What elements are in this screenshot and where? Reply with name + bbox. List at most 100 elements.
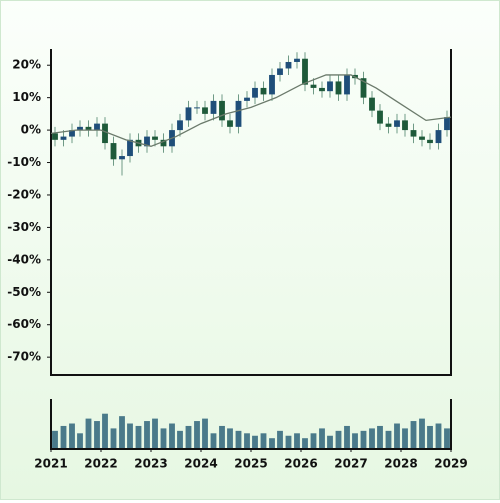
candle-body — [85, 126, 92, 131]
volume-bar — [302, 438, 308, 448]
volume-bar — [285, 435, 292, 448]
candle-body — [52, 133, 58, 140]
candle-body — [235, 100, 242, 127]
volume-bar — [202, 418, 208, 448]
volume-bar — [77, 433, 83, 448]
volume-bar — [319, 428, 325, 448]
candle-body — [294, 58, 300, 62]
y-tick-label: -60% — [7, 317, 41, 331]
y-tick-label: 20% — [12, 58, 41, 72]
candle-body — [377, 110, 383, 124]
candle-body — [327, 81, 333, 92]
volume-bar — [135, 425, 142, 448]
volume-bar — [227, 428, 233, 448]
x-tick-label: 2023 — [134, 457, 167, 471]
volume-bar — [210, 433, 217, 448]
y-tick-label: -40% — [7, 252, 41, 266]
y-tick-label: -50% — [7, 285, 41, 299]
candle-body — [360, 78, 367, 98]
y-tick-label: -70% — [7, 350, 41, 364]
candle-body — [210, 100, 217, 114]
candle-body — [194, 107, 200, 109]
candle-body — [94, 123, 100, 131]
volume-bar — [127, 423, 133, 448]
volume-bar — [360, 430, 367, 448]
candle-body — [402, 120, 408, 131]
candle-body — [127, 139, 133, 157]
volume-bar — [260, 433, 267, 448]
candle-body — [385, 123, 392, 127]
candle-body — [185, 107, 192, 121]
volume-bar — [402, 428, 408, 448]
volume-bar — [52, 430, 58, 448]
candle-body — [77, 126, 83, 131]
candle-body — [219, 100, 225, 121]
volume-bar — [110, 428, 117, 448]
volume-bar — [369, 428, 375, 448]
candle-body — [277, 68, 283, 75]
candle-body — [60, 136, 67, 140]
volume-bar — [327, 435, 333, 448]
volume-bar — [219, 425, 225, 448]
volume-bar — [335, 430, 342, 448]
candle-body — [310, 84, 317, 88]
y-tick-label: -30% — [7, 220, 41, 234]
candle-body — [427, 139, 433, 144]
candle-body — [344, 74, 350, 95]
candle-body — [269, 74, 275, 95]
x-tick-label: 2026 — [284, 457, 317, 471]
volume-bar — [427, 425, 433, 448]
volume-bar — [410, 421, 417, 448]
candle-body — [160, 139, 167, 147]
candle-body — [302, 58, 308, 85]
volume-bar — [152, 418, 158, 448]
candle-body — [252, 87, 258, 98]
volume-bar — [160, 428, 167, 448]
volume-bar — [244, 433, 250, 448]
volume-bar — [94, 421, 100, 448]
candle-body — [144, 136, 150, 147]
volume-bar — [85, 418, 92, 448]
volume-bar — [169, 423, 175, 448]
volume-bar — [310, 433, 317, 448]
volume-bar — [444, 428, 450, 448]
y-tick-label: 10% — [12, 90, 41, 104]
x-tick-label: 2021 — [34, 457, 67, 471]
candle-body — [319, 87, 325, 92]
candle-body — [444, 117, 450, 131]
candle-body — [102, 123, 108, 144]
volume-bar — [69, 423, 75, 448]
volume-bar — [102, 413, 108, 448]
candle-body — [152, 136, 158, 140]
volume-bar — [394, 423, 400, 448]
volume-bar — [119, 416, 125, 448]
volume-bar — [344, 425, 350, 448]
candle-body — [69, 130, 75, 137]
candle-body — [285, 61, 292, 69]
x-tick-label: 2024 — [184, 457, 217, 471]
moving-average — [50, 74, 452, 147]
x-tick-label: 2028 — [384, 457, 417, 471]
y-tick-label: -20% — [7, 187, 41, 201]
price-frame — [50, 49, 452, 376]
candle-body — [394, 120, 400, 127]
y-tick-label: -10% — [7, 155, 41, 169]
candle-body — [119, 156, 125, 160]
volume-bar — [377, 425, 383, 448]
x-tick-label: 2027 — [334, 457, 367, 471]
candle-body — [335, 81, 342, 95]
candle-body — [244, 97, 250, 101]
volume-bar — [194, 421, 200, 448]
y-tick-label: 0% — [21, 123, 41, 137]
candle-body — [369, 97, 375, 111]
candle-body — [435, 130, 442, 144]
volume-bar — [269, 438, 275, 448]
volume-bar — [177, 430, 183, 448]
volume-bar — [385, 430, 392, 448]
volume-bar — [60, 425, 67, 448]
volume-bar — [352, 433, 358, 448]
volume-bar — [144, 421, 150, 448]
volume-bar — [235, 430, 242, 448]
